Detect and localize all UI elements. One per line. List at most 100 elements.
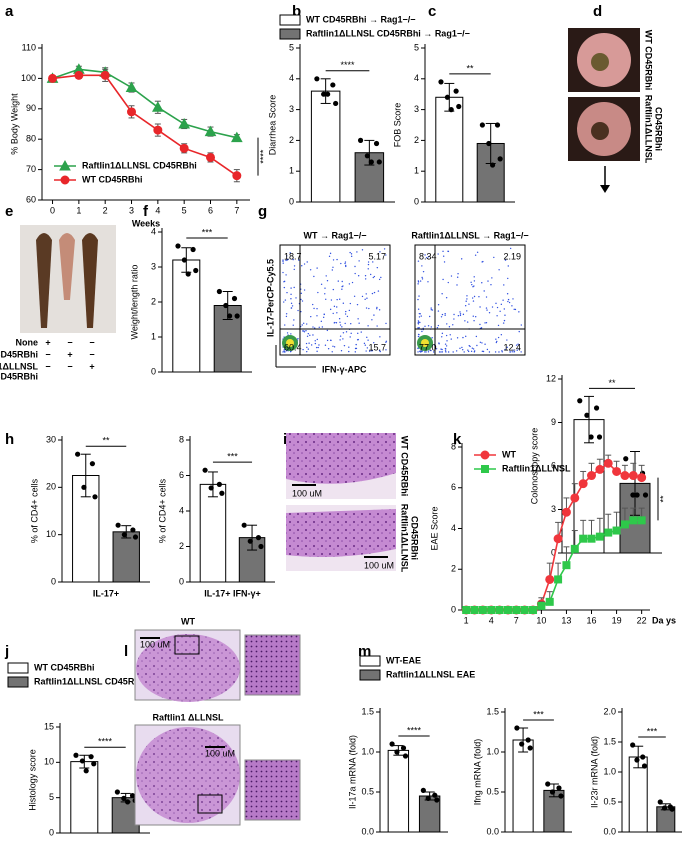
data-point xyxy=(114,789,120,795)
flow-dot xyxy=(417,335,420,338)
flow-dot xyxy=(323,313,326,316)
flow-dot xyxy=(327,347,330,350)
series-line xyxy=(52,68,238,139)
data-point xyxy=(216,288,222,295)
flow-dot xyxy=(283,280,286,283)
x-tick-label: 4 xyxy=(155,205,160,215)
flow-dot xyxy=(440,316,443,318)
data-point xyxy=(527,745,533,751)
flow-dot xyxy=(453,318,455,320)
flow-dot xyxy=(418,316,421,318)
y-tick-label: 2 xyxy=(179,541,184,551)
quadrant-value: 5.17 xyxy=(368,251,386,261)
data-point xyxy=(438,79,444,85)
flow-dot xyxy=(507,298,510,301)
flow-dot xyxy=(497,336,500,339)
flow-dot xyxy=(356,339,359,341)
y-tick-label: 6 xyxy=(551,460,556,470)
legend-label: WT CD45RBhi → Rag1−/− xyxy=(306,14,416,24)
data-point xyxy=(89,461,96,467)
flow-dot xyxy=(300,298,302,301)
flow-dot xyxy=(481,261,483,263)
panel-letter: e xyxy=(5,203,13,220)
flow-dot xyxy=(369,350,371,352)
marker xyxy=(470,606,479,614)
significance-label: **** xyxy=(407,725,422,735)
flow-dot xyxy=(427,351,430,353)
image-label: Raftlin1ΔLLNSL xyxy=(644,95,654,164)
data-point xyxy=(669,806,675,812)
marker xyxy=(462,606,471,614)
y-tick-label: 0 xyxy=(414,196,419,206)
flow-dot xyxy=(483,290,485,292)
marker xyxy=(503,606,512,614)
panel-letter: i xyxy=(283,431,287,448)
flow-dot xyxy=(421,350,423,352)
y-tick-label: 1 xyxy=(289,166,294,176)
flow-dot xyxy=(448,326,451,328)
panel-letter: d xyxy=(593,3,602,20)
x-tick-label: 0 xyxy=(50,205,55,215)
flow-dot xyxy=(364,344,367,346)
marker xyxy=(587,471,597,481)
flow-dot xyxy=(520,351,522,353)
marker xyxy=(578,479,588,489)
tissue xyxy=(286,509,396,557)
bar xyxy=(310,90,341,203)
data-point xyxy=(202,467,208,473)
significance-label: *** xyxy=(647,726,658,736)
flow-dot xyxy=(377,290,380,292)
flow-dot xyxy=(500,334,503,336)
flow-dot xyxy=(464,305,467,307)
flow-dot xyxy=(338,318,341,320)
flow-dot xyxy=(450,275,453,277)
flow-dot xyxy=(330,299,333,301)
image-label: CD45RBhi xyxy=(654,107,664,151)
flow-dot xyxy=(349,251,351,254)
flow-dot xyxy=(441,351,444,353)
significance-label: *** xyxy=(533,709,544,719)
flow-dot xyxy=(504,259,507,261)
data-point xyxy=(394,749,400,755)
flow-dot xyxy=(361,249,364,251)
flow-dot xyxy=(511,351,513,353)
data-point xyxy=(314,76,320,82)
x-tick-label: 1 xyxy=(76,205,81,215)
flow-dot xyxy=(417,298,419,301)
flow-dot xyxy=(354,272,356,275)
flow-dot xyxy=(355,347,358,350)
flow-dot xyxy=(317,346,319,349)
flow-dot xyxy=(385,322,387,325)
marker xyxy=(232,171,242,181)
legend-label: WT CD45RBhi xyxy=(34,662,95,672)
data-point xyxy=(596,434,603,440)
flow-dot xyxy=(446,340,448,342)
flow-dot xyxy=(459,347,461,350)
flow-dot xyxy=(314,340,316,342)
flow-dot xyxy=(301,324,303,326)
x-tick-label: 5 xyxy=(182,205,187,215)
flow-dot xyxy=(365,350,367,352)
x-axis-label: IFN-γ-APC xyxy=(322,364,367,374)
flow-dot xyxy=(471,297,474,299)
flow-dot xyxy=(461,346,463,349)
y-tick-label: 2 xyxy=(151,296,156,306)
flow-dot xyxy=(465,335,467,338)
flow-dot xyxy=(441,348,443,351)
colon xyxy=(59,233,75,300)
flow-dot xyxy=(471,347,474,349)
flow-dot xyxy=(466,295,468,297)
flow-dot xyxy=(300,310,302,313)
flow-dot xyxy=(325,275,327,277)
data-point xyxy=(514,725,520,731)
flow-dot xyxy=(358,260,360,262)
image-label: WT CD45RBhi xyxy=(644,30,654,91)
plot-title: Raftlin1ΔLLNSL → Rag1−/− xyxy=(411,230,528,240)
y-tick-label: 12 xyxy=(546,373,556,383)
data-point xyxy=(81,484,87,490)
flow-dot xyxy=(425,257,428,259)
data-point xyxy=(453,88,459,94)
y-tick-label: 8 xyxy=(451,441,456,451)
flow-dot xyxy=(309,269,312,271)
flow-dot xyxy=(285,313,288,315)
